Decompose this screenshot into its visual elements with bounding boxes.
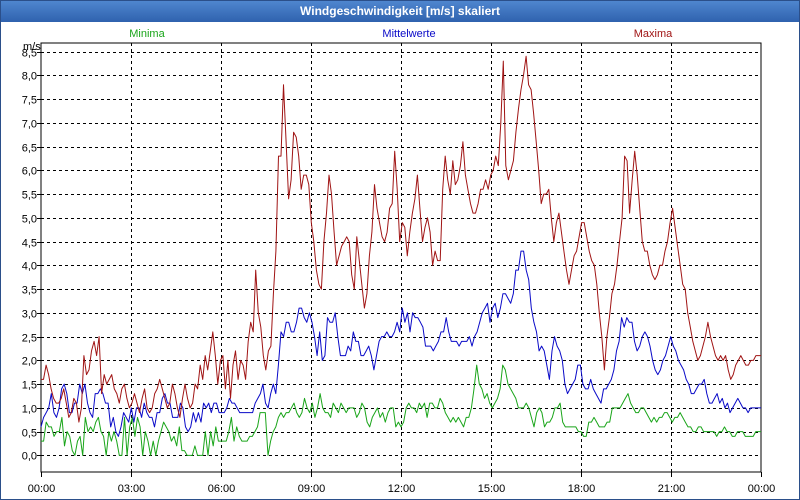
y-tick-label: 5,5	[22, 190, 37, 202]
y-tick-label: 0,0	[22, 451, 37, 463]
y-tick-label: 4,0	[22, 261, 37, 273]
x-tick-time: 21:00	[658, 483, 686, 495]
y-tick-label: 4,5	[22, 238, 37, 250]
grid	[40, 42, 762, 473]
series-line-minima	[41, 364, 761, 456]
y-tick-label: 8,0	[22, 71, 37, 83]
axes: 0,0 0,5 1,0 1,5 2,0 2,5 3,0 3,5 4,0 4,5 5,0 5,5 6,0 6…	[22, 48, 776, 496]
y-tick-label: 2,0	[22, 356, 37, 368]
x-tick-time: 00:00	[748, 483, 776, 495]
x-tick-time: 15:00	[478, 483, 506, 495]
y-tick-label: 3,0	[22, 309, 37, 321]
series-line-maxima	[41, 55, 761, 423]
x-tick-time: 12:00	[388, 483, 416, 495]
legend-minima: Minima	[129, 28, 165, 40]
x-tick-time: 09:00	[298, 483, 326, 495]
y-tick-label: 3,5	[22, 285, 37, 297]
y-tick-label: 7,5	[22, 95, 37, 107]
y-tick-label: 1,0	[22, 404, 37, 416]
y-tick-label: 1,5	[22, 380, 37, 392]
x-tick-time: 00:00	[28, 483, 56, 495]
x-tick-time: 03:00	[118, 483, 146, 495]
series-lines	[40, 55, 761, 456]
x-tick-time: 18:00	[568, 483, 596, 495]
plot-area	[40, 42, 762, 473]
legend-mittelwerte: Mittelwerte	[382, 28, 435, 40]
y-tick-label: 8,5	[22, 48, 37, 60]
line-chart: m/s Minima Mittelwerte Maxima 0,0 0,5 1,0 1…	[22, 28, 776, 496]
y-tick-label: 2,5	[22, 333, 37, 345]
y-tick-label: 6,0	[22, 166, 37, 178]
y-tick-label: 0,5	[22, 428, 37, 440]
y-tick-label: 6,5	[22, 143, 37, 155]
y-tick-label: 5,0	[22, 214, 37, 226]
x-tick-time: 06:00	[208, 483, 236, 495]
window-title: Windgeschwindigkeit [m/s] skaliert	[1, 1, 799, 22]
series-line-mittelwerte	[40, 250, 761, 437]
legend-maxima: Maxima	[634, 28, 673, 40]
y-axis-label: m/s	[23, 41, 41, 53]
y-tick-label: 7,0	[22, 119, 37, 131]
